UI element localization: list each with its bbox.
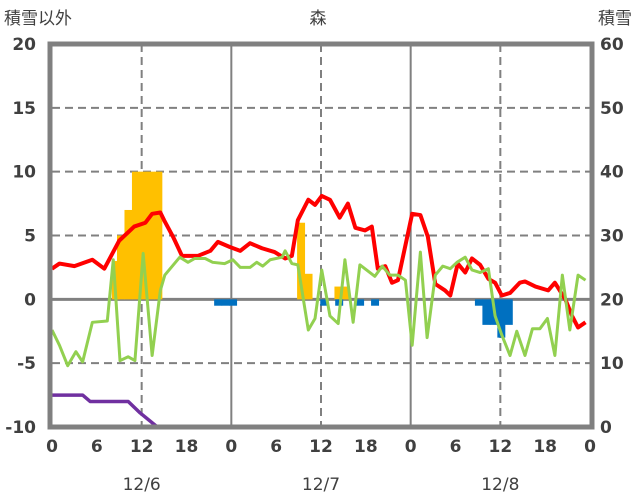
snow-change-bar [497, 299, 506, 338]
chart-title: 森 [310, 9, 327, 29]
date-label: 12/6 [123, 475, 161, 495]
precip-bar [139, 171, 148, 300]
snow-change-bar [482, 299, 491, 325]
x-tick: 0 [225, 437, 237, 457]
y-tick-left: 15 [12, 99, 36, 119]
y-tick-right: 30 [600, 227, 624, 247]
precip-bar [297, 222, 306, 300]
x-tick: 18 [175, 437, 199, 457]
x-tick: 6 [450, 437, 462, 457]
x-tick: 0 [46, 437, 58, 457]
snow-change-bar [229, 299, 238, 306]
y-tick-right: 20 [600, 290, 624, 310]
right-axis-label: 積雪 [598, 9, 632, 29]
snow-change-bar [214, 299, 223, 306]
snow-change-bar [371, 299, 380, 306]
x-tick: 0 [584, 437, 596, 457]
x-tick: 6 [91, 437, 103, 457]
x-tick: 0 [405, 437, 417, 457]
y-tick-left: 0 [24, 290, 36, 310]
date-label: 12/8 [481, 475, 519, 495]
precip-bar [146, 171, 155, 300]
y-tick-right: 0 [600, 418, 612, 438]
x-tick: 12 [309, 437, 333, 457]
precip-bar [341, 286, 350, 300]
precip-bar [124, 209, 133, 300]
left-axis-label: 積雪以外 [4, 9, 72, 29]
y-tick-right: 40 [600, 163, 624, 183]
precip-bar [117, 235, 125, 300]
series-line-red [50, 193, 587, 330]
y-tick-left: 10 [12, 163, 36, 183]
y-tick-left: -10 [5, 418, 36, 438]
x-tick: 18 [533, 437, 557, 457]
y-tick-left: 20 [12, 35, 36, 55]
y-tick-right: 50 [600, 99, 624, 119]
x-tick: 12 [488, 437, 512, 457]
precip-bar [334, 286, 343, 300]
x-tick: 6 [270, 437, 282, 457]
y-tick-left: -5 [17, 354, 36, 374]
series-line-green [50, 249, 587, 368]
x-tick: 12 [130, 437, 154, 457]
snow-change-bar [474, 299, 483, 306]
snow-change-bar [504, 299, 513, 325]
snow-change-bar [356, 299, 365, 306]
date-label: 12/7 [302, 475, 340, 495]
precip-bar [304, 273, 313, 300]
precip-bar [131, 171, 140, 300]
snow-change-bar [320, 299, 329, 306]
precip-bar [154, 171, 163, 300]
y-tick-right: 10 [600, 354, 624, 374]
y-tick-right: 60 [600, 35, 624, 55]
x-tick: 18 [354, 437, 378, 457]
y-tick-left: 5 [24, 227, 36, 247]
snow-change-bar [221, 299, 230, 306]
plot-frame [47, 41, 595, 430]
